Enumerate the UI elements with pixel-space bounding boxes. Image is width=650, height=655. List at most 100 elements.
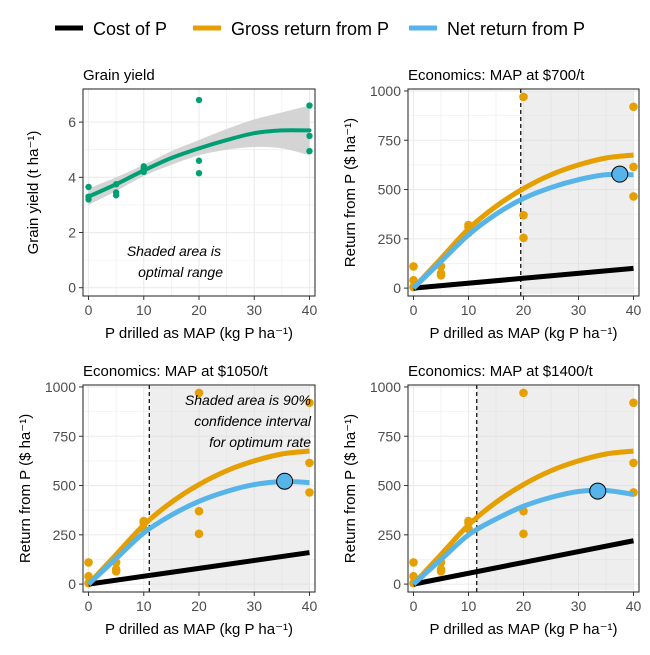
y-tick-label: 1000 xyxy=(45,379,76,395)
yield-point xyxy=(85,183,92,191)
x-tick-label: 40 xyxy=(302,302,318,318)
panel-title: Economics: MAP at $1400/t xyxy=(408,363,594,380)
y-tick-label: 500 xyxy=(378,478,402,494)
y-tick-label: 2 xyxy=(68,225,76,241)
gross-return-point xyxy=(629,162,638,172)
x-tick-label: 40 xyxy=(626,302,642,318)
cost-of-p-line xyxy=(413,538,634,587)
gross-return-line xyxy=(411,152,634,290)
yield-point xyxy=(195,169,203,177)
yield-fit-line xyxy=(86,128,312,199)
gross-return-point xyxy=(194,529,204,539)
yield-point xyxy=(306,132,313,140)
panels: Grain yield 0 10 20 30 40 0 2 4 6 P drilled as MAP… xyxy=(17,67,641,638)
net-return-line xyxy=(86,479,310,586)
legend-label-net: Net return from P xyxy=(447,19,585,39)
y-tick-label: 250 xyxy=(378,231,402,247)
yield-point xyxy=(306,147,313,155)
y-tick-label: 500 xyxy=(53,478,77,494)
y-tick-label: 750 xyxy=(53,428,77,444)
yield-point xyxy=(195,96,203,104)
panel-4: Economics: MAP at $1400/t 0 10 20 30 40 0 250 50… xyxy=(342,363,641,638)
y-tick-label: 0 xyxy=(68,576,76,592)
x-tick-label: 20 xyxy=(191,598,207,614)
x-tick-label: 0 xyxy=(85,598,93,614)
gross-return-point xyxy=(84,558,93,567)
y-tick-label: 0 xyxy=(393,280,401,296)
gross-return-point xyxy=(629,398,638,408)
panel-title: Economics: MAP at $1050/t xyxy=(83,363,269,380)
gross-return-point xyxy=(305,488,314,497)
gross-return-line xyxy=(86,448,310,586)
y-tick-label: 1000 xyxy=(370,379,401,395)
gross-return-point xyxy=(519,529,528,539)
x-tick-label: 0 xyxy=(410,598,418,614)
y-axis-label: Return from P ($ ha⁻¹) xyxy=(342,414,359,563)
panel-3: Economics: MAP at $1050/t 0 10 20 30 40 0 250 50… xyxy=(17,363,317,638)
gross-return-point xyxy=(305,458,314,468)
legend-label-cost: Cost of P xyxy=(93,19,167,39)
x-tick-label: 0 xyxy=(410,302,418,318)
confidence-ribbon xyxy=(88,105,310,205)
x-tick-label: 0 xyxy=(85,302,93,318)
panel-title: Grain yield xyxy=(83,67,155,84)
optimum-marker xyxy=(611,165,629,183)
x-tick-label: 10 xyxy=(461,598,477,614)
gross-return-point xyxy=(436,271,446,280)
y-tick-label: 250 xyxy=(378,527,402,543)
x-tick-label: 20 xyxy=(516,598,532,614)
gross-return-point xyxy=(194,506,204,516)
gross-return-point xyxy=(409,262,418,271)
y-tick-label: 4 xyxy=(68,169,76,185)
x-tick-label: 30 xyxy=(246,302,262,318)
x-tick-label: 30 xyxy=(571,302,587,318)
panel-annotation: Shaded area is xyxy=(127,243,221,259)
x-tick-label: 10 xyxy=(136,598,152,614)
panel-annotation: for optimum rate xyxy=(209,434,311,450)
gross-return-point xyxy=(436,567,446,576)
gross-return-point xyxy=(409,558,418,567)
x-tick-label: 30 xyxy=(571,598,587,614)
panel-1: Grain yield 0 10 20 30 40 0 2 4 6 P drilled as MAP… xyxy=(25,67,317,342)
gross-return-point xyxy=(629,102,638,112)
net-return-line xyxy=(411,171,634,290)
legend-label-gross: Gross return from P xyxy=(231,19,389,39)
yield-point xyxy=(195,157,203,164)
y-tick-label: 1000 xyxy=(370,83,401,99)
gross-return-point xyxy=(519,210,528,220)
y-tick-label: 500 xyxy=(378,182,402,198)
gross-return-point xyxy=(305,398,314,408)
x-axis-label: P drilled as MAP (kg P ha⁻¹) xyxy=(105,621,293,638)
cost-of-p-line xyxy=(88,550,310,587)
y-tick-label: 0 xyxy=(68,280,76,296)
gross-return-point xyxy=(629,192,638,201)
gross-return-point xyxy=(111,567,121,576)
y-tick-label: 0 xyxy=(393,576,401,592)
gross-return-point xyxy=(519,388,528,398)
gross-return-point xyxy=(519,233,528,243)
data-layer xyxy=(409,92,638,292)
x-tick-label: 10 xyxy=(461,302,477,318)
data-layer xyxy=(84,388,314,588)
y-axis-label: Return from P ($ ha⁻¹) xyxy=(17,414,34,563)
yield-point xyxy=(306,102,313,109)
x-axis-label: P drilled as MAP (kg P ha⁻¹) xyxy=(430,621,618,638)
panel-annotation: optimal range xyxy=(138,264,223,280)
x-tick-label: 20 xyxy=(191,302,207,318)
panel-annotation: Shaded area is 90% xyxy=(185,392,311,408)
y-tick-label: 6 xyxy=(68,114,76,130)
gross-return-point xyxy=(629,458,638,468)
x-tick-label: 10 xyxy=(136,302,152,318)
gross-return-point xyxy=(519,92,528,102)
x-axis-label: P drilled as MAP (kg P ha⁻¹) xyxy=(105,325,293,342)
gross-return-point xyxy=(194,388,204,398)
x-tick-label: 40 xyxy=(626,598,642,614)
optimum-marker xyxy=(276,472,294,490)
x-axis-label: P drilled as MAP (kg P ha⁻¹) xyxy=(430,325,618,342)
panel-2: Economics: MAP at $700/t 0 10 20 30 40 0 250 500… xyxy=(342,67,641,342)
data-layer xyxy=(85,96,313,205)
y-tick-label: 750 xyxy=(378,428,402,444)
x-tick-label: 30 xyxy=(246,598,262,614)
